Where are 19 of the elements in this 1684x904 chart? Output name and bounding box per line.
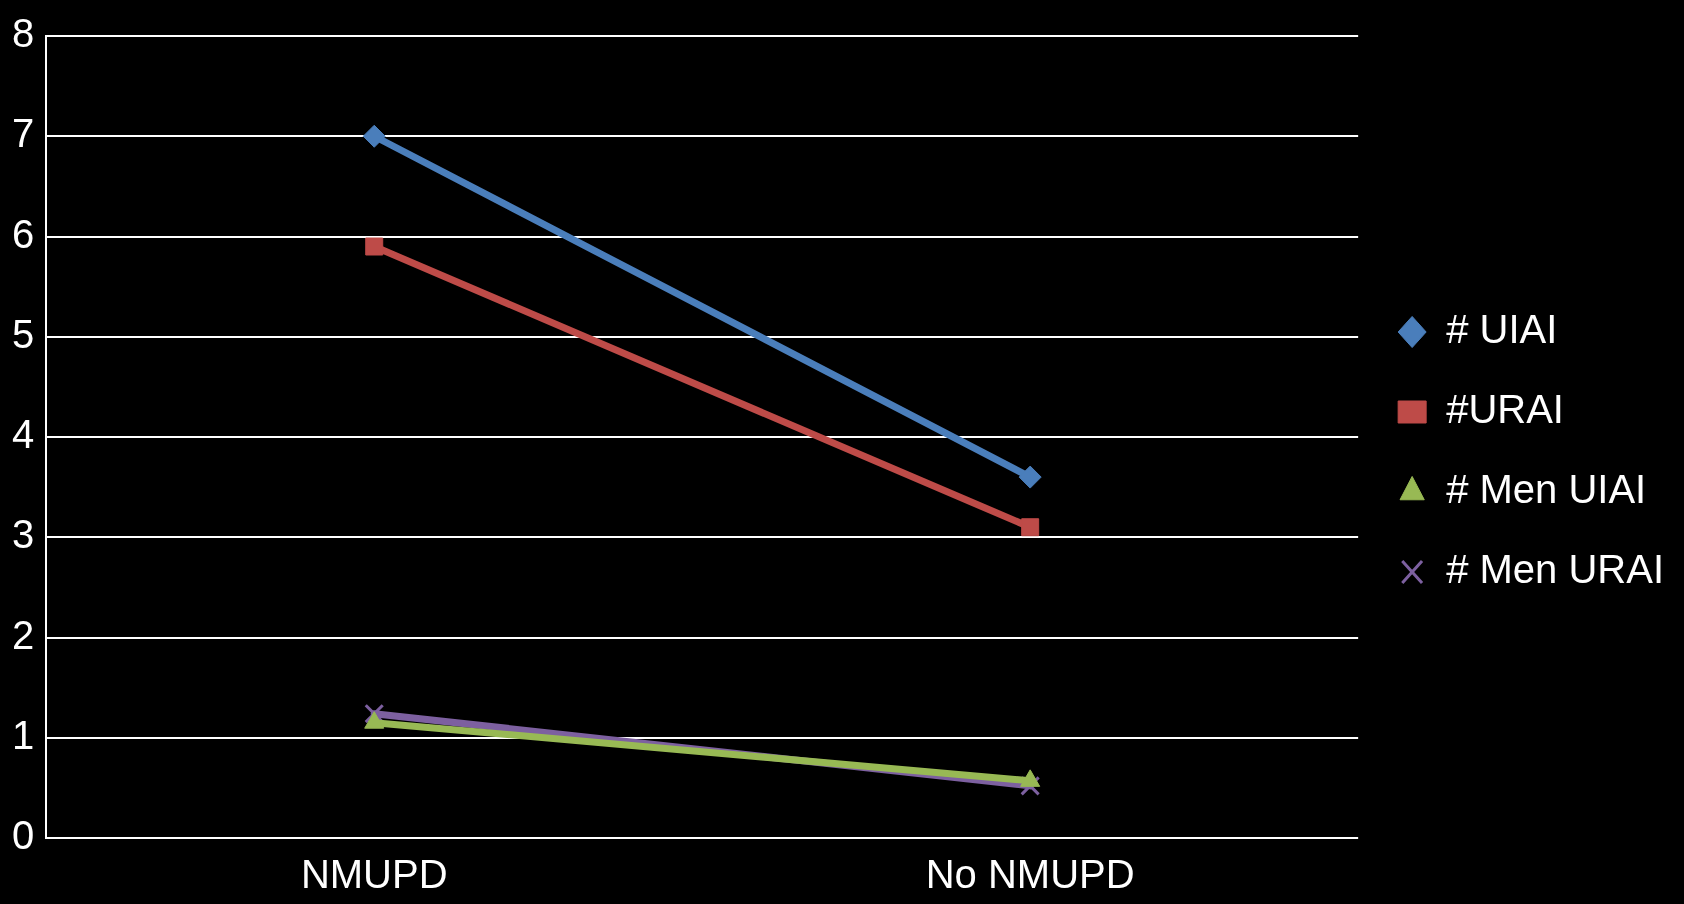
point	[1018, 465, 1042, 489]
point	[362, 124, 386, 148]
legend-label: # Men URAI	[1446, 547, 1665, 592]
y-tick-label: 2	[12, 612, 35, 657]
x-tick-label: No NMUPD	[925, 852, 1135, 897]
legend-label: #URAI	[1446, 387, 1564, 432]
y-tick-label: 0	[12, 813, 35, 858]
y-tick-label: 6	[12, 211, 35, 256]
point	[1021, 518, 1040, 537]
y-tick-label: 7	[12, 111, 35, 156]
y-tick-label: 5	[12, 311, 35, 356]
y-tick-label: 3	[12, 512, 35, 557]
y-tick-label: 4	[12, 412, 35, 457]
y-tick-label: 8	[12, 11, 35, 56]
y-tick-label: 1	[12, 712, 35, 757]
point	[365, 237, 384, 256]
x-tick-label: NMUPD	[300, 852, 448, 897]
legend-label: # UIAI	[1446, 307, 1558, 352]
legend-label: # Men UIAI	[1446, 467, 1647, 512]
